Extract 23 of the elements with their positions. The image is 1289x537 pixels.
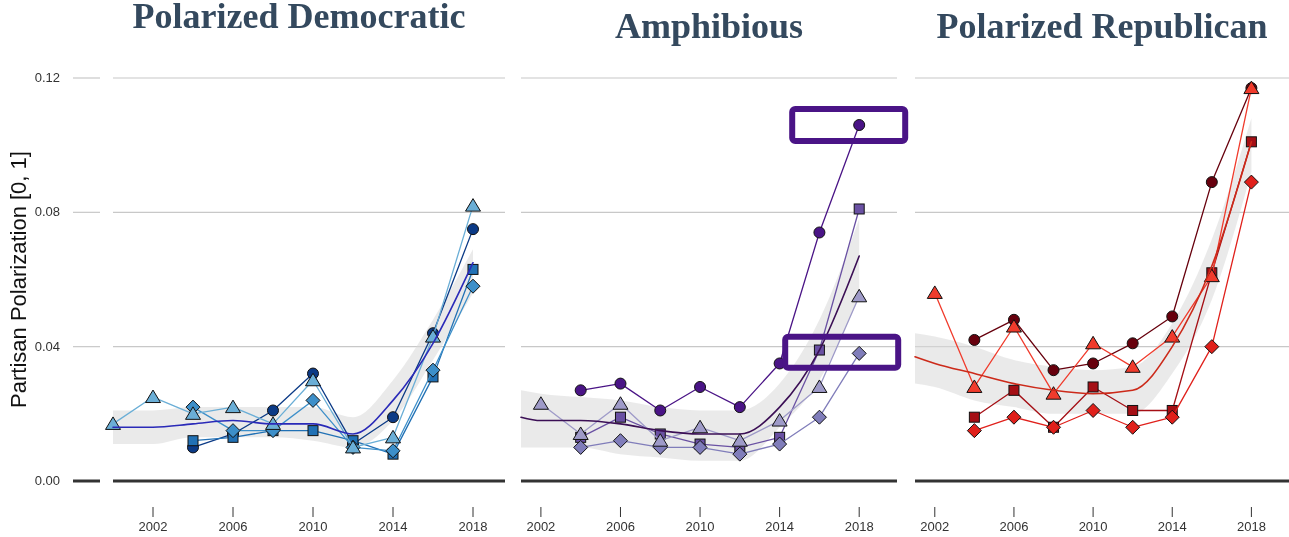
chart-title: Amphibious (614, 6, 804, 46)
x-tick-label: 2006 (218, 519, 248, 534)
x-tick-label: 2014 (378, 519, 408, 534)
chart-title: Polarized Republican (936, 6, 1268, 46)
y-tick-label: 0.08 (34, 204, 60, 220)
x-tick-label: 2010 (298, 519, 328, 534)
x-tick-label: 2018 (458, 519, 488, 534)
x-tick-label: 2014 (1157, 519, 1187, 534)
chart-title: Polarized Democratic (132, 0, 466, 36)
x-tick-label: 2010 (1078, 519, 1108, 534)
x-tick-label: 2002 (526, 519, 556, 534)
y-tick-label: 0.00 (34, 473, 60, 488)
x-tick-label: 2002 (138, 519, 168, 534)
x-tick-label: 2018 (1236, 519, 1266, 534)
x-tick-label: 2014 (765, 519, 795, 534)
x-tick-label: 2018 (844, 519, 874, 534)
y-axis-title: Partisan Polarization [0, 1] (6, 151, 31, 408)
x-tick-label: 2006 (999, 519, 1029, 534)
y-tick-label: 0.12 (34, 70, 60, 85)
y-tick-label: 0.04 (34, 338, 60, 354)
x-tick-label: 2002 (920, 519, 950, 534)
x-tick-label: 2010 (685, 519, 715, 534)
x-tick-label: 2006 (606, 519, 635, 534)
